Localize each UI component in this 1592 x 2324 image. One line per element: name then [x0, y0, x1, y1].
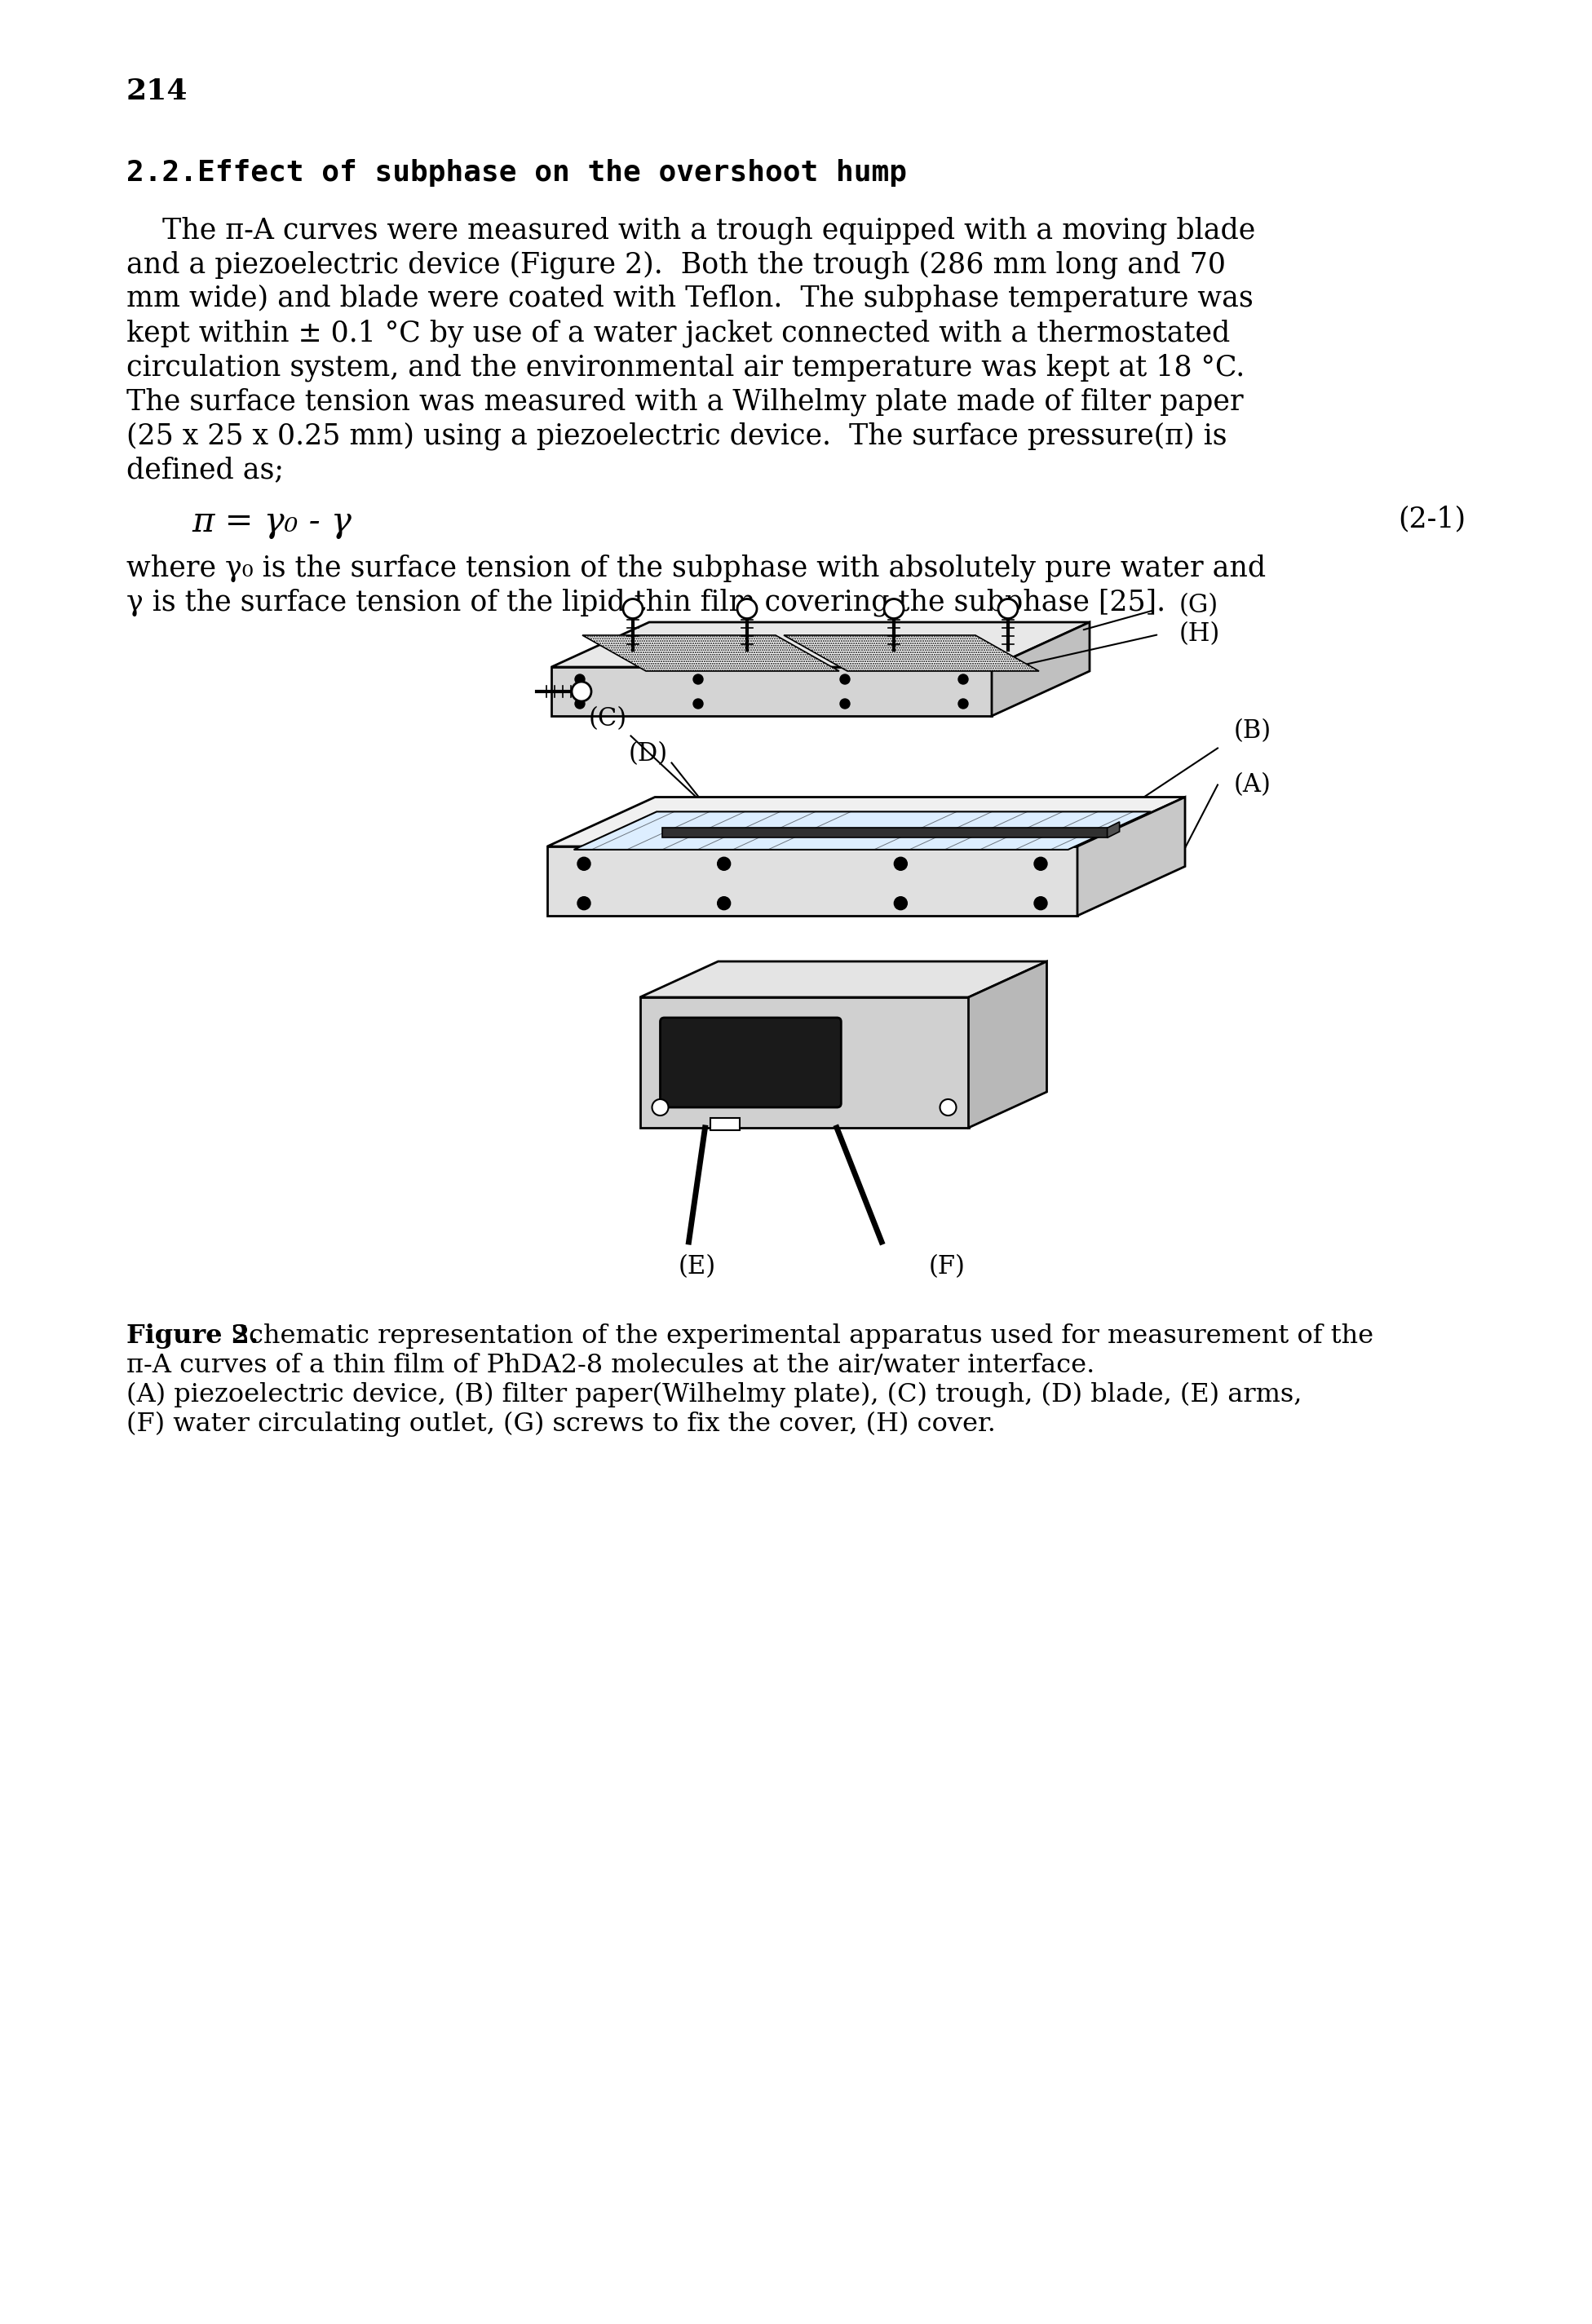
Text: The surface tension was measured with a Wilhelmy plate made of filter paper: The surface tension was measured with a … [126, 388, 1243, 416]
Text: (G): (G) [1180, 593, 1218, 618]
Text: Schematic representation of the experimental apparatus used for measurement of t: Schematic representation of the experime… [223, 1322, 1374, 1348]
Text: kept within ± 0.1 °C by use of a water jacket connected with a thermostated: kept within ± 0.1 °C by use of a water j… [126, 318, 1231, 346]
Polygon shape [551, 667, 992, 716]
Circle shape [718, 897, 731, 909]
Circle shape [653, 1099, 669, 1116]
Polygon shape [551, 623, 1089, 667]
Text: π-A curves of a thin film of PhDA2-8 molecules at the air/water interface.: π-A curves of a thin film of PhDA2-8 mol… [126, 1353, 1095, 1378]
Text: and a piezoelectric device (Figure 2).  Both the trough (286 mm long and 70: and a piezoelectric device (Figure 2). B… [126, 251, 1226, 279]
Text: π = γ₀ - γ: π = γ₀ - γ [191, 504, 352, 539]
Circle shape [575, 674, 584, 683]
Polygon shape [640, 962, 1048, 997]
Text: circulation system, and the environmental air temperature was kept at 18 °C.: circulation system, and the environmenta… [126, 353, 1245, 381]
Text: (25 x 25 x 0.25 mm) using a piezoelectric device.  The surface pressure(π) is: (25 x 25 x 0.25 mm) using a piezoelectri… [126, 421, 1227, 451]
Polygon shape [1078, 797, 1184, 916]
Circle shape [572, 681, 591, 702]
Circle shape [895, 897, 907, 909]
Text: 2.2.Effect of subphase on the overshoot hump: 2.2.Effect of subphase on the overshoot … [126, 158, 907, 186]
Circle shape [884, 600, 904, 618]
Circle shape [841, 700, 850, 709]
Polygon shape [1108, 823, 1119, 837]
Circle shape [578, 897, 591, 909]
Circle shape [622, 600, 643, 618]
Polygon shape [548, 846, 1078, 916]
Circle shape [1035, 897, 1048, 909]
Circle shape [998, 600, 1017, 618]
Text: 214: 214 [126, 77, 188, 105]
Polygon shape [573, 811, 1151, 851]
Circle shape [578, 858, 591, 869]
Text: (H): (H) [1180, 623, 1221, 646]
Polygon shape [640, 997, 968, 1127]
Text: defined as;: defined as; [126, 456, 283, 483]
Polygon shape [583, 634, 839, 672]
Bar [710, 1118, 739, 1129]
Polygon shape [548, 797, 1184, 846]
Text: (F): (F) [928, 1255, 965, 1281]
FancyBboxPatch shape [661, 1018, 841, 1106]
Circle shape [718, 858, 731, 869]
Text: (B): (B) [1234, 718, 1272, 744]
Circle shape [693, 700, 704, 709]
Polygon shape [662, 827, 1108, 837]
Text: Figure 2.: Figure 2. [126, 1322, 258, 1348]
Text: (C): (C) [589, 706, 627, 732]
Circle shape [693, 674, 704, 683]
Text: (A): (A) [1234, 772, 1272, 797]
Text: (A) piezoelectric device, (B) filter paper(Wilhelmy plate), (C) trough, (D) blad: (A) piezoelectric device, (B) filter pap… [126, 1383, 1302, 1408]
Polygon shape [783, 634, 1040, 672]
Text: mm wide) and blade were coated with Teflon.  The subphase temperature was: mm wide) and blade were coated with Tefl… [126, 284, 1253, 311]
Polygon shape [992, 623, 1089, 716]
Text: (2-1): (2-1) [1398, 504, 1466, 532]
Text: γ is the surface tension of the lipid thin film covering the subphase [25].: γ is the surface tension of the lipid th… [126, 588, 1165, 616]
Circle shape [958, 700, 968, 709]
Circle shape [737, 600, 756, 618]
Circle shape [1035, 858, 1048, 869]
Polygon shape [968, 962, 1048, 1127]
Text: (F) water circulating outlet, (G) screws to fix the cover, (H) cover.: (F) water circulating outlet, (G) screws… [126, 1411, 995, 1436]
Circle shape [895, 858, 907, 869]
Text: (E): (E) [678, 1255, 716, 1281]
Circle shape [958, 674, 968, 683]
Text: (D): (D) [629, 741, 667, 767]
Circle shape [841, 674, 850, 683]
Circle shape [575, 700, 584, 709]
Text: where γ₀ is the surface tension of the subphase with absolutely pure water and: where γ₀ is the surface tension of the s… [126, 553, 1266, 581]
Circle shape [939, 1099, 957, 1116]
Text: The π-A curves were measured with a trough equipped with a moving blade: The π-A curves were measured with a trou… [126, 216, 1256, 244]
